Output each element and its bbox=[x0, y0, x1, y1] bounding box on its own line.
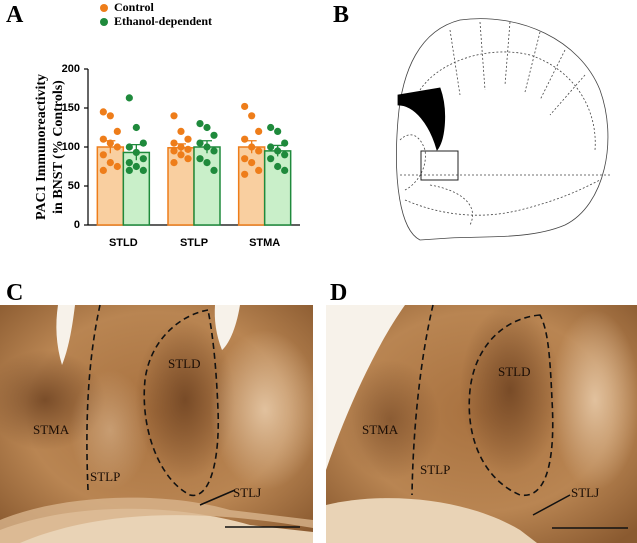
data-point bbox=[241, 170, 249, 178]
y-tick-label: 150 bbox=[62, 102, 80, 114]
data-point bbox=[281, 139, 289, 147]
data-point bbox=[248, 112, 256, 120]
panel-label: C bbox=[6, 280, 23, 306]
data-point bbox=[139, 155, 147, 163]
data-point bbox=[99, 108, 107, 116]
data-point bbox=[99, 135, 107, 143]
data-point bbox=[106, 112, 114, 120]
region-label: STLD bbox=[168, 356, 201, 371]
data-point bbox=[255, 166, 263, 174]
data-point bbox=[281, 166, 289, 174]
data-point bbox=[248, 159, 256, 167]
region-label: STLP bbox=[90, 469, 120, 484]
region-label: STLD bbox=[498, 364, 531, 379]
data-point bbox=[113, 162, 121, 171]
legend-label: Control bbox=[114, 0, 154, 14]
region-label: STMA bbox=[362, 422, 399, 437]
panel-label: D bbox=[330, 280, 347, 306]
data-point bbox=[170, 159, 178, 167]
bar bbox=[96, 146, 125, 226]
y-tick-label: 100 bbox=[62, 141, 80, 153]
legend-marker bbox=[100, 18, 108, 26]
data-point bbox=[203, 143, 211, 151]
data-point bbox=[139, 166, 147, 174]
data-point bbox=[132, 162, 140, 171]
x-tick-label: STLD bbox=[109, 237, 138, 249]
data-point bbox=[203, 159, 211, 167]
y-tick-label: 50 bbox=[68, 180, 80, 192]
data-point bbox=[184, 155, 192, 163]
micrograph: STLD STMA STLP STLJ bbox=[0, 304, 320, 543]
legend-label: Ethanol-dependent bbox=[114, 14, 212, 28]
data-point bbox=[210, 166, 218, 174]
micrograph: STLD STMA STLP STLJ bbox=[326, 304, 637, 543]
x-tick-label: STLP bbox=[180, 237, 208, 249]
data-point bbox=[255, 127, 263, 135]
region-label: STMA bbox=[33, 422, 70, 437]
data-point bbox=[99, 151, 107, 159]
data-point bbox=[196, 120, 204, 128]
data-point bbox=[125, 166, 133, 174]
data-point bbox=[241, 155, 249, 163]
data-point bbox=[106, 139, 114, 147]
data-point bbox=[267, 155, 275, 163]
data-point bbox=[99, 166, 107, 174]
y-axis-title-line: in BNST (% Controls) bbox=[51, 80, 66, 214]
data-point bbox=[241, 102, 249, 111]
data-point bbox=[196, 155, 204, 163]
data-point bbox=[170, 112, 178, 120]
data-point bbox=[203, 123, 211, 132]
data-point bbox=[132, 148, 140, 157]
data-point bbox=[184, 135, 192, 143]
data-point bbox=[196, 139, 204, 147]
y-axis-title-line: PAC1 Immunoreactivity bbox=[34, 74, 49, 220]
data-point bbox=[125, 159, 133, 167]
data-point bbox=[267, 123, 275, 132]
data-point bbox=[267, 143, 275, 151]
data-point bbox=[184, 145, 192, 153]
data-point bbox=[281, 151, 289, 159]
data-point bbox=[274, 162, 282, 171]
x-tick-label: STMA bbox=[249, 237, 280, 249]
data-point bbox=[210, 147, 218, 155]
data-point bbox=[255, 147, 263, 155]
data-point bbox=[274, 127, 282, 135]
data-point bbox=[241, 135, 249, 143]
panel-label: B bbox=[333, 2, 349, 28]
data-point bbox=[274, 147, 282, 155]
data-point bbox=[113, 143, 121, 151]
data-point bbox=[210, 131, 218, 139]
atlas-diagram bbox=[396, 18, 610, 241]
data-point bbox=[139, 139, 147, 147]
y-axis-title: PAC1 Immunoreactivity in BNST (% Controls… bbox=[34, 74, 66, 220]
region-label: STLP bbox=[420, 462, 450, 477]
data-point bbox=[125, 143, 133, 151]
y-tick-label: 0 bbox=[74, 219, 80, 231]
data-point bbox=[106, 159, 114, 167]
data-point bbox=[177, 151, 185, 159]
region-label: STLJ bbox=[233, 485, 261, 500]
data-point bbox=[177, 143, 185, 151]
bar bbox=[263, 150, 292, 226]
data-point bbox=[125, 94, 133, 102]
data-point bbox=[170, 147, 178, 155]
data-point bbox=[248, 143, 256, 151]
y-tick-label: 200 bbox=[62, 63, 80, 75]
data-point bbox=[170, 139, 178, 147]
region-label: STLJ bbox=[571, 485, 599, 500]
data-point bbox=[177, 127, 185, 135]
data-point bbox=[113, 127, 121, 135]
data-point bbox=[132, 123, 140, 132]
legend-marker bbox=[100, 4, 108, 12]
panel-label: A bbox=[6, 2, 24, 28]
